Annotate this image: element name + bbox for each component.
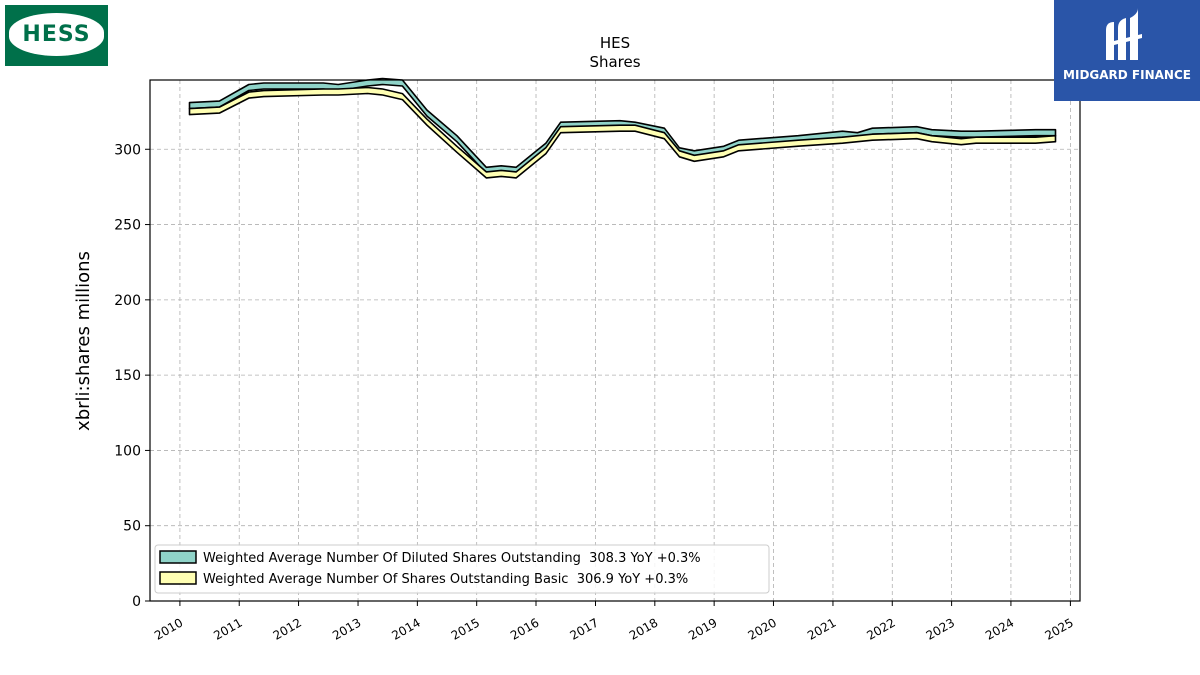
legend-label-basic: Weighted Average Number Of Shares Outsta…: [203, 572, 688, 587]
x-tick-label: 2025: [1042, 615, 1075, 642]
y-tick-label: 0: [132, 594, 141, 610]
y-tick-label: 200: [114, 293, 141, 309]
y-tick-label: 100: [114, 443, 141, 459]
x-tick-label: 2019: [686, 615, 719, 642]
midgard-finance-logo: MIDGARD FINANCE: [1054, 0, 1200, 101]
legend-box: [154, 544, 770, 594]
x-tick-label: 2018: [627, 615, 660, 642]
hess-logo-oval: HESS: [9, 13, 104, 56]
y-tick-label: 50: [123, 519, 141, 535]
y-tick-label: 150: [114, 368, 141, 384]
x-tick-label: 2014: [389, 615, 422, 642]
hess-logo-text: HESS: [22, 22, 91, 47]
x-tick-label: 2020: [746, 615, 779, 642]
chart-subtitle: Shares: [589, 53, 640, 71]
series-layer: [188, 77, 1057, 179]
x-tick-label: 2013: [330, 615, 363, 642]
legend-swatch-diluted: [159, 550, 197, 564]
x-tick-label: 2015: [449, 615, 482, 642]
x-tick-label: 2016: [508, 615, 541, 642]
hess-logo: HESS: [5, 5, 108, 66]
legend: Weighted Average Number Of Diluted Share…: [154, 544, 770, 594]
chart-title: HES: [600, 34, 630, 52]
x-tick-label: 2011: [211, 615, 244, 642]
x-tick-label: 2022: [864, 615, 897, 642]
grid-lines: [150, 80, 1080, 602]
legend-label-diluted: Weighted Average Number Of Diluted Share…: [203, 551, 701, 566]
x-tick-label: 2012: [271, 615, 304, 642]
x-tick-label: 2023: [924, 615, 957, 642]
series-band-basic: [188, 86, 1057, 179]
x-tick-label: 2021: [805, 615, 838, 642]
y-tick-label: 250: [114, 218, 141, 234]
y-axis-label: xbrli:shares millions: [73, 251, 94, 431]
x-tick-label: 2024: [983, 615, 1016, 642]
midgard-logo-text: MIDGARD FINANCE: [1063, 68, 1191, 82]
x-tick-label: 2010: [152, 615, 185, 642]
legend-swatch-basic: [159, 571, 197, 585]
x-tick-label: 2017: [568, 615, 601, 642]
midgard-logo-mark-icon: [1106, 8, 1142, 60]
plot-frame: [149, 79, 1081, 602]
y-tick-label: 300: [114, 142, 141, 158]
